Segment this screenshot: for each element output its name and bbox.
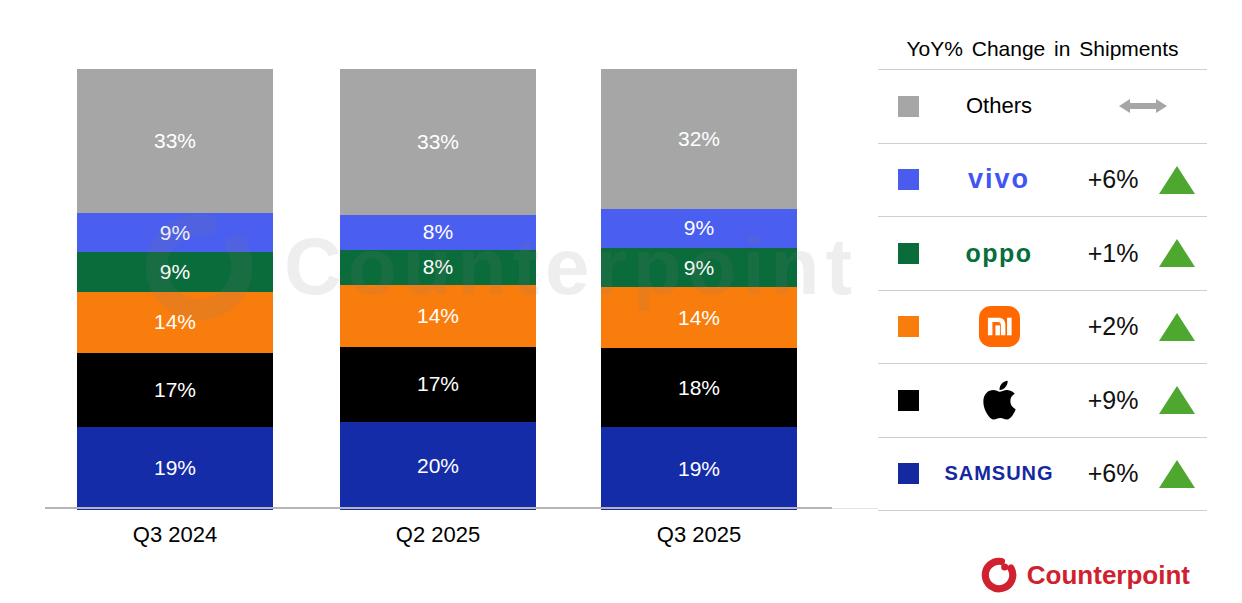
swatch-samsung (898, 463, 919, 484)
segment-apple: 17% (340, 347, 536, 422)
trend-slot-samsung (1147, 460, 1207, 488)
segment-value-label: 17% (154, 378, 196, 402)
segment-value-label: 33% (154, 129, 196, 153)
segment-others: 33% (340, 69, 536, 215)
trend-up-icon (1159, 239, 1195, 267)
logo-slot-others: Others (919, 93, 1079, 119)
yoy-change-apple: +9% (1079, 386, 1147, 415)
trend-slot-vivo (1147, 166, 1207, 194)
x-axis-line (45, 507, 832, 509)
segment-xiaomi: 14% (601, 287, 797, 348)
category-label-q3-2025: Q3 2025 (601, 522, 797, 548)
swatch-apple (898, 390, 919, 411)
segment-value-label: 8% (423, 220, 453, 244)
counterpoint-c-mark-icon (980, 556, 1018, 594)
yoy-change-samsung: +6% (1079, 459, 1147, 488)
segment-apple: 18% (601, 348, 797, 427)
x-axis-line-extension (832, 508, 878, 509)
segment-others: 32% (601, 69, 797, 209)
counterpoint-logo: Counterpoint (980, 556, 1190, 594)
segment-value-label: 18% (678, 376, 720, 400)
chart-canvas: 33% 9% 9% 14% 17% 19% Q3 2024 33% 8% 8% 14% 17% 20% Q… (0, 0, 1242, 603)
segment-value-label: 33% (417, 130, 459, 154)
trend-slot-xiaomi (1147, 313, 1207, 341)
trend-up-icon (1159, 166, 1195, 194)
legend-title: YoY% Change in Shipments (878, 28, 1207, 69)
segment-others: 33% (77, 69, 273, 213)
trend-slot-oppo (1147, 239, 1207, 267)
segment-vivo: 9% (601, 209, 797, 248)
segment-value-label: 9% (160, 260, 190, 284)
legend-row-samsung: SAMSUNG +6% (878, 437, 1207, 511)
xiaomi-mi-logo (979, 306, 1020, 347)
trend-up-icon (1159, 386, 1195, 414)
category-label-q2-2025: Q2 2025 (340, 522, 536, 548)
segment-xiaomi: 14% (77, 292, 273, 353)
logo-slot-vivo: vivo (919, 164, 1079, 195)
yoy-change-vivo: +6% (1079, 165, 1147, 194)
trend-flat-arrow-icon (1119, 97, 1167, 115)
logo-slot-samsung: SAMSUNG (919, 462, 1079, 485)
oppo-logo: oppo (965, 239, 1032, 268)
bar-q3-2025: 32% 9% 9% 14% 18% 19% (601, 69, 797, 510)
swatch-others (898, 96, 919, 117)
yoy-change-xiaomi: +2% (1079, 312, 1147, 341)
segment-xiaomi: 14% (340, 285, 536, 347)
segment-value-label: 9% (160, 221, 190, 245)
segment-vivo: 9% (77, 213, 273, 252)
segment-vivo: 8% (340, 215, 536, 250)
segment-value-label: 9% (684, 256, 714, 280)
legend-row-oppo: oppo +1% (878, 216, 1207, 290)
category-label-q3-2024: Q3 2024 (77, 522, 273, 548)
trend-up-icon (1159, 460, 1195, 488)
segment-value-label: 14% (417, 304, 459, 328)
logo-slot-xiaomi (919, 306, 1079, 347)
segment-samsung: 19% (601, 427, 797, 510)
segment-apple: 17% (77, 353, 273, 427)
segment-value-label: 8% (423, 255, 453, 279)
segment-value-label: 32% (678, 127, 720, 151)
trend-slot-others (1079, 97, 1207, 115)
swatch-vivo (898, 169, 919, 190)
legend-row-vivo: vivo +6% (878, 143, 1207, 217)
swatch-xiaomi (898, 316, 919, 337)
vivo-logo: vivo (968, 164, 1030, 195)
counterpoint-logo-text: Counterpoint (1027, 560, 1190, 591)
segment-value-label: 20% (417, 454, 459, 478)
trend-slot-apple (1147, 386, 1207, 414)
bar-q2-2025: 33% 8% 8% 14% 17% 20% (340, 69, 536, 510)
segment-samsung: 19% (77, 427, 273, 510)
legend-panel: YoY% Change in Shipments Others vivo +6% op… (878, 28, 1207, 511)
apple-logo (983, 378, 1016, 422)
logo-slot-apple (919, 378, 1079, 422)
segment-oppo: 9% (601, 248, 797, 287)
trend-up-icon (1159, 313, 1195, 341)
segment-value-label: 14% (678, 306, 720, 330)
legend-rows: Others vivo +6% oppo +1% +2% +9% SAMSUNG +6% (878, 69, 1207, 511)
bar-q3-2024: 33% 9% 9% 14% 17% 19% (77, 69, 273, 510)
logo-slot-oppo: oppo (919, 239, 1079, 268)
segment-value-label: 19% (154, 456, 196, 480)
legend-row-apple: +9% (878, 363, 1207, 437)
segment-value-label: 9% (684, 216, 714, 240)
legend-row-others: Others (878, 69, 1207, 143)
segment-samsung: 20% (340, 422, 536, 510)
swatch-oppo (898, 243, 919, 264)
segment-value-label: 14% (154, 310, 196, 334)
segment-value-label: 19% (678, 457, 720, 481)
yoy-change-oppo: +1% (1079, 239, 1147, 268)
legend-row-xiaomi: +2% (878, 290, 1207, 364)
segment-oppo: 8% (340, 250, 536, 285)
segment-oppo: 9% (77, 252, 273, 291)
samsung-logo: SAMSUNG (944, 462, 1053, 485)
others-label: Others (966, 93, 1032, 119)
segment-value-label: 17% (417, 372, 459, 396)
